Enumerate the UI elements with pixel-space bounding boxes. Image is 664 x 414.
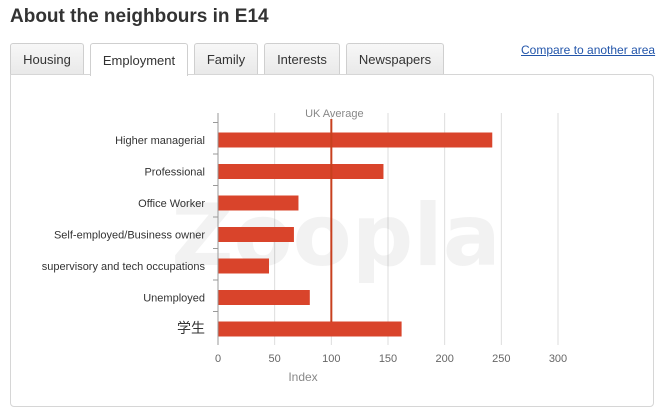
- tab-housing[interactable]: Housing: [10, 43, 84, 74]
- category-label: 学生: [177, 321, 205, 337]
- category-label: supervisory and tech occupations: [42, 261, 206, 273]
- bar: [218, 132, 493, 148]
- category-label: Office Worker: [138, 198, 205, 210]
- x-tick-label: 250: [492, 353, 510, 365]
- bar: [218, 195, 299, 211]
- uk-average-label: UK Average: [305, 108, 364, 120]
- tab-newspapers[interactable]: Newspapers: [346, 43, 444, 74]
- x-axis-title: Index: [288, 370, 317, 384]
- category-label: Higher managerial: [115, 135, 205, 147]
- bar: [218, 227, 294, 242]
- category-label: Professional: [144, 167, 205, 179]
- x-tick-label: 0: [215, 353, 221, 365]
- bar: [218, 164, 384, 179]
- page-title: About the neighbours in E14: [10, 6, 269, 27]
- x-tick-label: 200: [435, 353, 453, 365]
- bar: [218, 290, 310, 305]
- chart-panel: Zoopla Higher managerial Professional Offi…: [10, 74, 654, 407]
- compare-area-link[interactable]: Compare to another area: [521, 43, 656, 57]
- x-tick-label: 300: [549, 353, 567, 365]
- x-tick-label: 50: [269, 353, 281, 365]
- x-tick-label: 100: [322, 353, 340, 365]
- tab-employment[interactable]: Employment: [90, 43, 188, 76]
- employment-chart: Zoopla Higher managerialProfessionalOffi…: [42, 108, 567, 384]
- x-tick-label: 150: [379, 353, 397, 365]
- bar: [218, 321, 402, 337]
- tab-interests[interactable]: Interests: [264, 43, 340, 74]
- category-label: Self-employed/Business owner: [54, 230, 205, 242]
- tab-family[interactable]: Family: [194, 43, 258, 74]
- category-label: Unemployed: [143, 293, 205, 305]
- bar: [218, 258, 269, 274]
